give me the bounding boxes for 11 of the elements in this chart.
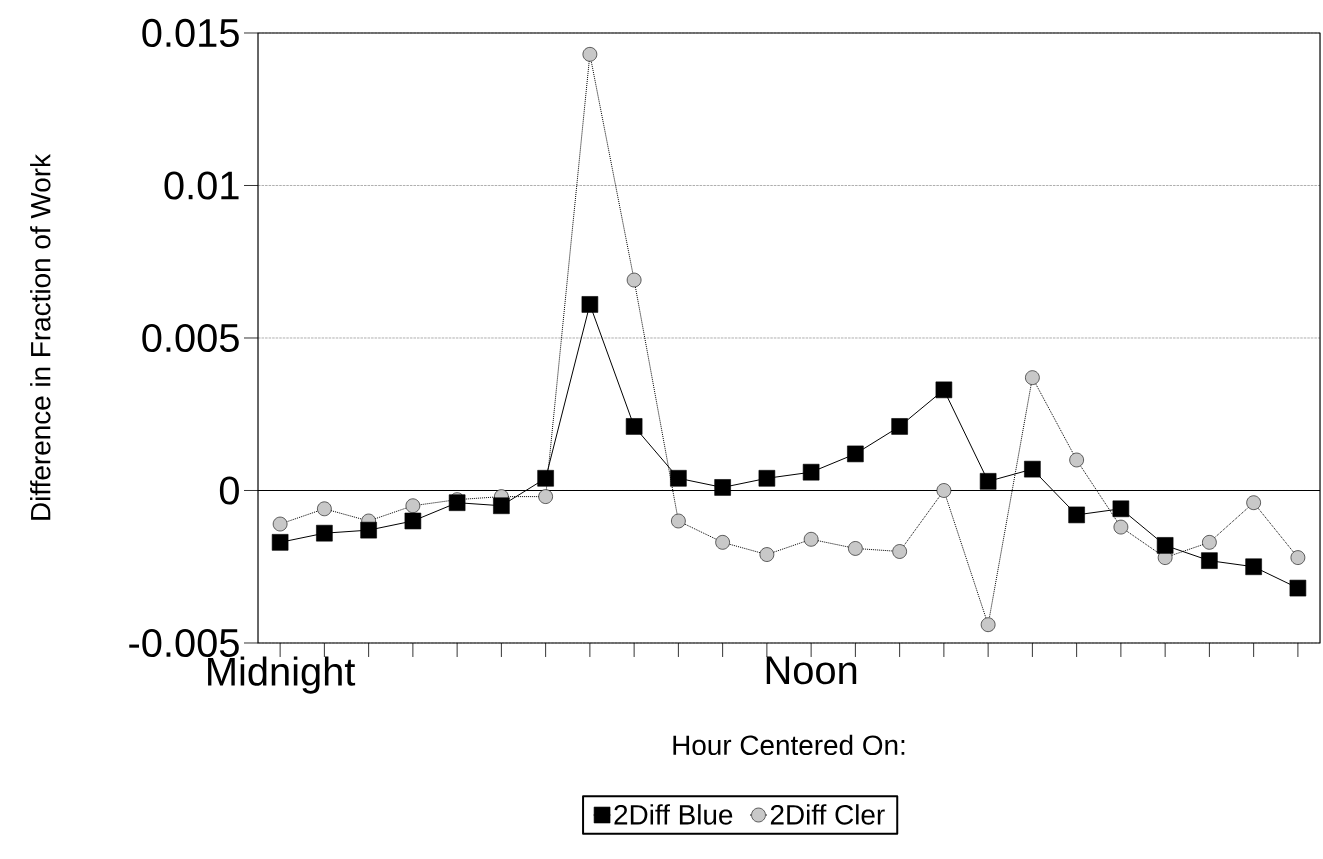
y-tick-label: 0.005 — [142, 323, 239, 353]
legend-label: 2Diff Cler — [770, 804, 885, 825]
y-tick-label: 0.015 — [142, 18, 239, 48]
legend-label: 2Diff Blue — [614, 804, 733, 825]
x-axis-title: Hour Centered On: — [673, 734, 905, 756]
y-tick-label: 0 — [219, 476, 239, 505]
y-tick-label: -0.005 — [129, 628, 239, 658]
y-tick-label: 0.01 — [164, 171, 239, 200]
y-axis-title: Difference in Fraction of Work — [30, 153, 51, 520]
x-tick-label: Noon — [766, 656, 857, 685]
x-tick-label: Midnight — [208, 656, 356, 694]
